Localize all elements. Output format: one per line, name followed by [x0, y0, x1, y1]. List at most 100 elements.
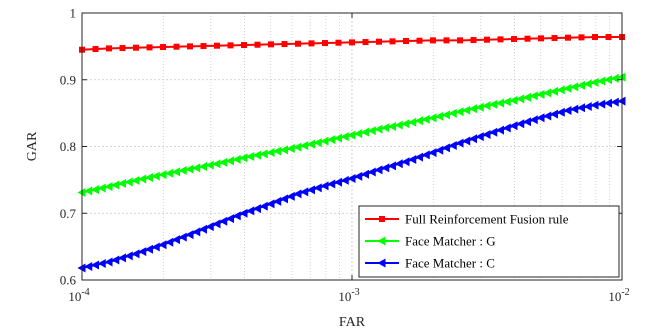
data-point [320, 181, 329, 191]
data-point [97, 183, 106, 193]
legend-label: Face Matcher : C [405, 256, 495, 271]
data-point [239, 153, 248, 163]
data-point [597, 99, 606, 109]
series-2 [77, 72, 626, 198]
data-point [246, 206, 255, 216]
data-point [192, 227, 201, 237]
data-point [388, 161, 396, 171]
y-tick-label: 0.8 [60, 139, 76, 154]
data-point [138, 247, 147, 257]
data-point [543, 88, 552, 98]
data-point [281, 41, 288, 48]
data-point [199, 224, 207, 234]
data-point [151, 242, 160, 252]
data-point [469, 134, 477, 144]
data-point [307, 185, 315, 195]
data-point [401, 119, 410, 129]
data-point [374, 165, 383, 175]
data-point [435, 145, 444, 155]
data-point [556, 85, 565, 95]
data-point [577, 103, 585, 113]
data-point [570, 104, 579, 114]
data-point [550, 86, 558, 96]
data-point [394, 120, 403, 130]
data-point [354, 171, 363, 181]
data-point [212, 219, 221, 229]
data-point [428, 148, 437, 158]
data-point [415, 116, 423, 126]
data-point [131, 175, 140, 185]
data-point [253, 204, 261, 214]
data-point [266, 199, 275, 209]
data-point [421, 114, 430, 124]
legend-swatch-marker [377, 236, 386, 246]
data-point [165, 168, 174, 178]
x-axis-label: FAR [339, 315, 366, 330]
legend-label: Face Matcher : G [405, 234, 496, 249]
data-point [605, 34, 612, 41]
data-point [536, 113, 545, 123]
data-point [443, 37, 450, 44]
data-point [192, 163, 201, 173]
data-point [205, 222, 214, 232]
data-point [266, 147, 275, 157]
data-point [550, 109, 558, 119]
data-point [496, 125, 504, 135]
data-point [84, 186, 93, 196]
x-tick-label: 10-3 [338, 287, 359, 304]
data-point [259, 149, 268, 159]
data-point [442, 143, 450, 153]
data-point [111, 180, 120, 190]
data-point [106, 45, 112, 52]
data-point [509, 95, 518, 105]
data-point [367, 126, 376, 136]
data-point [187, 43, 193, 50]
data-point [111, 255, 120, 265]
data-point [97, 258, 106, 268]
data-point [583, 79, 592, 89]
data-point [212, 159, 221, 169]
data-point [394, 159, 403, 169]
data-point [401, 157, 410, 167]
data-point [313, 183, 322, 193]
data-point [320, 136, 329, 146]
data-point [367, 167, 376, 177]
data-point [523, 117, 531, 127]
data-point [293, 142, 302, 152]
data-point [583, 101, 592, 111]
data-point [146, 44, 153, 51]
data-point [246, 152, 255, 162]
series-1 [79, 34, 625, 53]
data-point [280, 194, 288, 204]
data-point [91, 185, 99, 195]
data-point [145, 244, 153, 254]
data-point [475, 102, 484, 112]
data-point [133, 44, 139, 51]
data-point [408, 117, 417, 127]
data-point [516, 119, 525, 129]
data-point [565, 34, 571, 41]
data-point [214, 42, 220, 49]
data-point [523, 92, 531, 102]
data-point [516, 94, 525, 104]
data-point [349, 39, 355, 46]
data-point [509, 121, 518, 131]
data-point [570, 82, 579, 92]
series-lines [77, 34, 626, 273]
data-point [497, 36, 504, 43]
data-point [273, 196, 282, 206]
data-point [374, 124, 383, 134]
data-point [300, 141, 309, 151]
data-point [178, 166, 187, 176]
data-point [524, 35, 531, 42]
data-point [403, 38, 409, 45]
data-point [448, 140, 457, 150]
data-point [226, 214, 234, 224]
data-point [469, 104, 477, 114]
data-point [435, 111, 444, 121]
data-point [199, 162, 207, 172]
data-point [563, 83, 572, 93]
data-point [295, 40, 301, 47]
data-point [165, 237, 174, 247]
legend-swatch-marker [377, 258, 386, 268]
